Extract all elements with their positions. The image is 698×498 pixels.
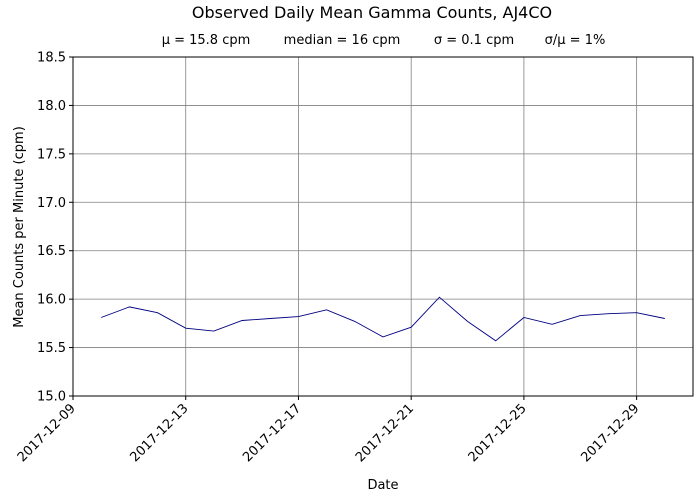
x-axis-label: Date [367,478,398,493]
grid-lines [72,56,693,397]
y-axis-label: Mean Counts per Minute (cpm) [12,126,27,328]
x-tick-label: 2017-12-29 [578,401,642,465]
stats-subtitle: μ = 15.8 cpm median = 16 cpm σ = 0.1 cpm… [162,33,606,48]
x-tick-label: 2017-12-09 [15,401,79,465]
x-tick-label: 2017-12-21 [353,401,417,465]
y-tick-label: 18.5 [37,51,66,66]
chart-title: Observed Daily Mean Gamma Counts, AJ4CO [192,3,552,22]
x-axis: 2017-12-09 2017-12-13 2017-12-17 2017-12-21… [15,396,642,465]
y-tick-label: 17.5 [37,147,66,162]
y-tick-label: 16.5 [37,244,66,259]
x-tick-label: 2017-12-25 [466,401,530,465]
series-line [101,296,665,342]
y-tick-label: 15.0 [37,390,66,405]
stat-median: median = 16 cpm [284,33,401,48]
y-tick-label: 18.0 [37,99,66,114]
y-tick-label: 15.5 [37,341,66,356]
x-tick-label: 2017-12-13 [128,401,192,465]
stat-cv: σ/μ = 1% [545,33,606,48]
y-tick-label: 16.0 [37,293,66,308]
y-axis: 15.0 15.5 16.0 16.5 17.0 17.5 18.0 18.5 [37,51,73,405]
plot-frame [72,56,694,397]
x-tick-label: 2017-12-17 [240,401,304,465]
stat-mean: μ = 15.8 cpm [162,33,251,48]
stat-sigma: σ = 0.1 cpm [434,33,514,48]
y-tick-label: 17.0 [37,196,66,211]
